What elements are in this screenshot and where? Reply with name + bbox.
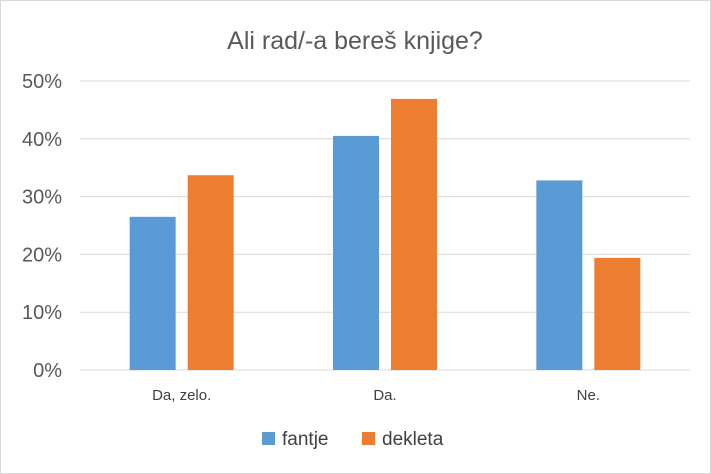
bar-fantje-2 [333,135,379,370]
x-axis-tick-labels: Da, zelo. Da. Ne. [152,387,600,404]
legend-label-fantje: fantje [282,429,328,450]
legend: fantje dekleta [262,429,444,450]
y-tick-label: 20% [22,244,62,266]
y-axis-tick-labels: 0% 10% 20% 30% 40% 50% [22,71,62,382]
y-tick-label: 50% [22,71,62,93]
y-tick-label: 0% [33,360,62,382]
gridlines [80,80,690,371]
bar-dekleta-1 [187,175,234,370]
legend-swatch-fantje [262,432,275,445]
y-tick-label: 30% [22,187,62,209]
x-tick-label: Ne. [577,387,600,404]
legend-swatch-dekleta [362,432,375,445]
bar-fantje-1 [129,216,176,370]
x-tick-label: Da, zelo. [152,387,211,404]
bar-dekleta-2 [391,98,437,370]
bars [129,98,641,370]
bar-dekleta-3 [594,257,641,370]
bar-fantje-3 [536,180,583,370]
x-tick-label: Da. [373,387,396,404]
legend-label-dekleta: dekleta [382,429,444,450]
y-tick-label: 40% [22,129,62,151]
y-tick-label: 10% [22,302,62,324]
chart-title: Ali rad/-a bereš knjige? [227,27,483,55]
